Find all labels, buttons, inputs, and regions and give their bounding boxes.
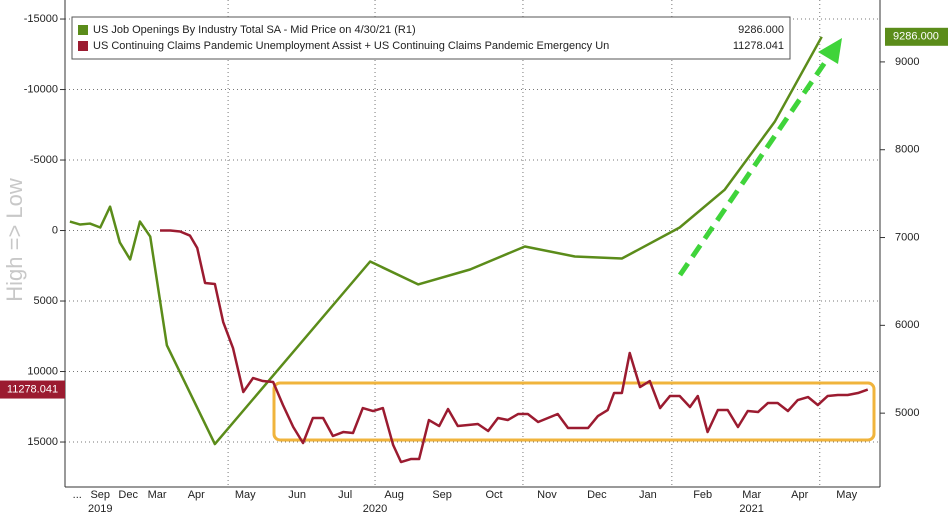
x-tick-label: Feb xyxy=(693,489,712,501)
series-line xyxy=(160,229,869,464)
legend-swatch xyxy=(78,25,88,35)
value-badge-label: 11278.041 xyxy=(7,383,58,395)
x-tick-label: ... xyxy=(73,489,82,501)
x-tick-label: Dec xyxy=(587,489,607,501)
year-label: 2020 xyxy=(363,503,387,515)
legend-label: US Job Openings By Industry Total SA - M… xyxy=(93,24,416,36)
x-tick-label: Jan xyxy=(639,489,657,501)
y-tick-label: 0 xyxy=(52,224,58,236)
x-tick-label: Apr xyxy=(188,489,205,501)
value-badge-label: 9286.000 xyxy=(893,31,939,43)
x-tick-label: Oct xyxy=(485,489,502,501)
x-tick-label: Apr xyxy=(791,489,808,501)
marks xyxy=(69,36,869,464)
arrow-head xyxy=(818,38,842,64)
legend-label: US Continuing Claims Pandemic Unemployme… xyxy=(93,40,609,52)
series-line xyxy=(69,36,823,446)
x-tick-label: Jul xyxy=(338,489,352,501)
x-tick-label: Mar xyxy=(148,489,167,501)
legend-swatch xyxy=(78,41,88,51)
y-tick-label: -5000 xyxy=(30,154,58,166)
y-tick-label: 10000 xyxy=(27,365,58,377)
y2-tick-label: 5000 xyxy=(895,407,919,419)
y-axis-label: High => Low xyxy=(2,178,27,302)
y-tick-label: -15000 xyxy=(24,13,58,25)
legend-value: 9286.000 xyxy=(738,24,784,36)
value-badge xyxy=(0,380,65,399)
x-tick-label: Jun xyxy=(288,489,306,501)
highlight-box xyxy=(272,381,876,442)
y2-tick-label: 7000 xyxy=(895,231,919,243)
x-tick-label: Aug xyxy=(384,489,404,501)
x-tick-label: Sep xyxy=(90,489,110,501)
legend: US Job Openings By Industry Total SA - M… xyxy=(71,16,791,60)
x-tick-label: May xyxy=(235,489,256,501)
x-tick-label: Sep xyxy=(432,489,452,501)
x-tick-label: Dec xyxy=(118,489,138,501)
x-tick-label: Mar xyxy=(742,489,761,501)
y-tick-label: 15000 xyxy=(27,436,58,448)
year-label: 2021 xyxy=(739,503,763,515)
y-tick-label: 5000 xyxy=(34,295,58,307)
y2-tick-label: 6000 xyxy=(895,319,919,331)
year-label: 2019 xyxy=(88,503,112,515)
y2-tick-label: 8000 xyxy=(895,144,919,156)
y-tick-label: -10000 xyxy=(24,83,58,95)
legend-box xyxy=(71,16,791,60)
y2-tick-label: 9000 xyxy=(895,56,919,68)
value-badge xyxy=(885,27,948,46)
x-tick-label: Nov xyxy=(537,489,557,501)
trend-arrow xyxy=(677,53,833,277)
legend-value: 11278.041 xyxy=(733,40,784,52)
x-tick-label: May xyxy=(836,489,857,501)
